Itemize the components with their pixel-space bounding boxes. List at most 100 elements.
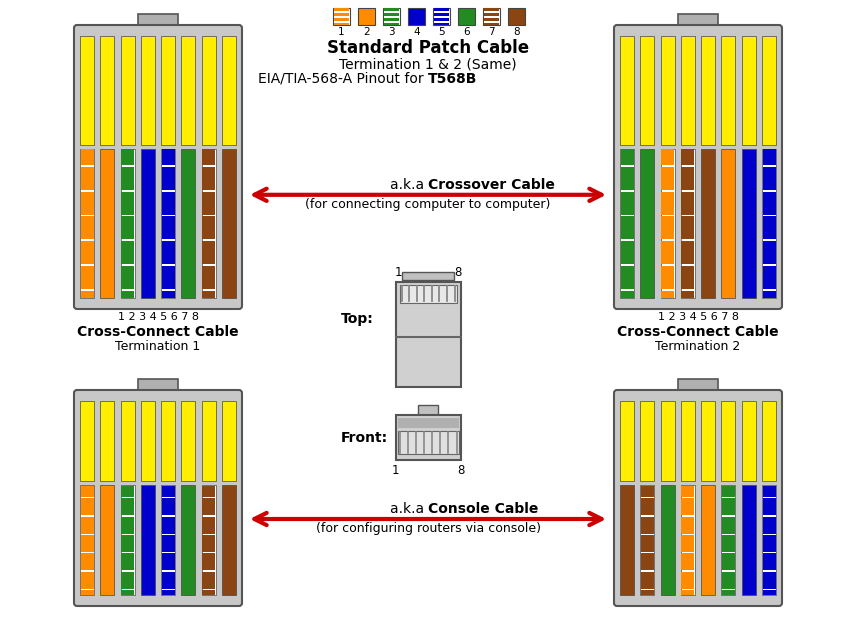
Bar [763, 590, 776, 595]
Text: 1: 1 [392, 464, 399, 477]
Bar [722, 498, 735, 515]
FancyBboxPatch shape [614, 390, 782, 606]
Bar [434, 8, 449, 11]
Bar [121, 149, 135, 298]
Bar [81, 192, 94, 215]
Bar [763, 571, 776, 588]
Bar [701, 36, 715, 145]
Bar [681, 192, 694, 215]
Bar [397, 418, 458, 428]
Bar [202, 486, 215, 497]
Bar [138, 379, 178, 393]
Bar [402, 272, 454, 280]
Bar [121, 192, 134, 215]
Bar [434, 23, 449, 25]
Bar [80, 36, 94, 145]
Bar [222, 485, 236, 595]
Bar [121, 167, 134, 190]
Bar [763, 241, 776, 265]
Bar [100, 401, 114, 481]
Bar [161, 486, 175, 497]
Bar [620, 149, 634, 298]
Bar [80, 485, 94, 595]
Text: 1 2 3 4 5 6 7 8: 1 2 3 4 5 6 7 8 [657, 312, 739, 322]
Text: 6: 6 [463, 27, 470, 37]
Bar [484, 13, 499, 16]
Bar [722, 517, 735, 534]
Text: (for configuring routers via console): (for configuring routers via console) [316, 522, 541, 535]
Bar [141, 485, 154, 595]
Bar [384, 13, 399, 16]
Bar [396, 415, 461, 460]
Bar [334, 8, 349, 11]
Bar [641, 553, 654, 570]
Text: Standard Patch Cable: Standard Patch Cable [327, 39, 529, 57]
Bar [202, 590, 215, 595]
Bar [640, 401, 655, 481]
Bar [202, 517, 215, 534]
Bar [161, 266, 175, 289]
Bar [722, 401, 735, 481]
Bar [641, 517, 654, 534]
Bar [181, 401, 196, 481]
Text: 1: 1 [395, 266, 402, 279]
Text: Cross-Connect Cable: Cross-Connect Cable [617, 325, 779, 339]
Bar [763, 167, 776, 190]
Bar [741, 485, 756, 595]
Bar [620, 291, 633, 297]
Bar [161, 217, 175, 239]
Bar [161, 167, 175, 190]
Bar [434, 13, 449, 16]
Bar [161, 291, 175, 297]
Bar [81, 517, 94, 534]
Bar [81, 291, 94, 297]
Text: 8: 8 [513, 27, 520, 37]
Bar [81, 266, 94, 289]
Bar [484, 18, 499, 21]
Bar [484, 8, 499, 11]
Bar [81, 553, 94, 570]
Bar [81, 167, 94, 190]
Text: (for connecting computer to computer): (for connecting computer to computer) [305, 198, 551, 211]
Bar [384, 8, 399, 11]
Bar [333, 8, 350, 25]
Text: Termination 1 & 2 (Same): Termination 1 & 2 (Same) [339, 57, 517, 71]
Bar [641, 590, 654, 595]
Bar [722, 553, 735, 570]
Bar [121, 149, 134, 165]
Text: T568B: T568B [428, 72, 477, 86]
Bar [222, 36, 236, 145]
Bar [661, 192, 674, 215]
Bar [620, 217, 633, 239]
Bar [722, 535, 735, 552]
Bar [763, 535, 776, 552]
Bar [81, 571, 94, 588]
Bar [641, 486, 654, 497]
Bar [202, 291, 215, 297]
Bar [661, 291, 674, 297]
Bar [722, 36, 735, 145]
Bar [418, 405, 438, 415]
Bar [661, 266, 674, 289]
Bar [141, 401, 154, 481]
Text: 3: 3 [388, 27, 395, 37]
Bar [681, 590, 694, 595]
Bar [741, 401, 756, 481]
Bar [620, 485, 634, 595]
Text: a.k.a: a.k.a [390, 178, 428, 192]
Bar [508, 8, 525, 25]
Bar [334, 13, 349, 16]
Bar [384, 18, 399, 21]
Bar [161, 149, 175, 165]
Bar [681, 486, 694, 497]
Bar [202, 149, 215, 298]
Bar [80, 401, 94, 481]
Bar [661, 149, 674, 298]
Bar [681, 553, 694, 570]
Bar [396, 282, 461, 387]
Bar [681, 498, 694, 515]
FancyBboxPatch shape [74, 390, 242, 606]
Bar [763, 291, 776, 297]
Bar [397, 431, 458, 454]
Bar [701, 401, 715, 481]
